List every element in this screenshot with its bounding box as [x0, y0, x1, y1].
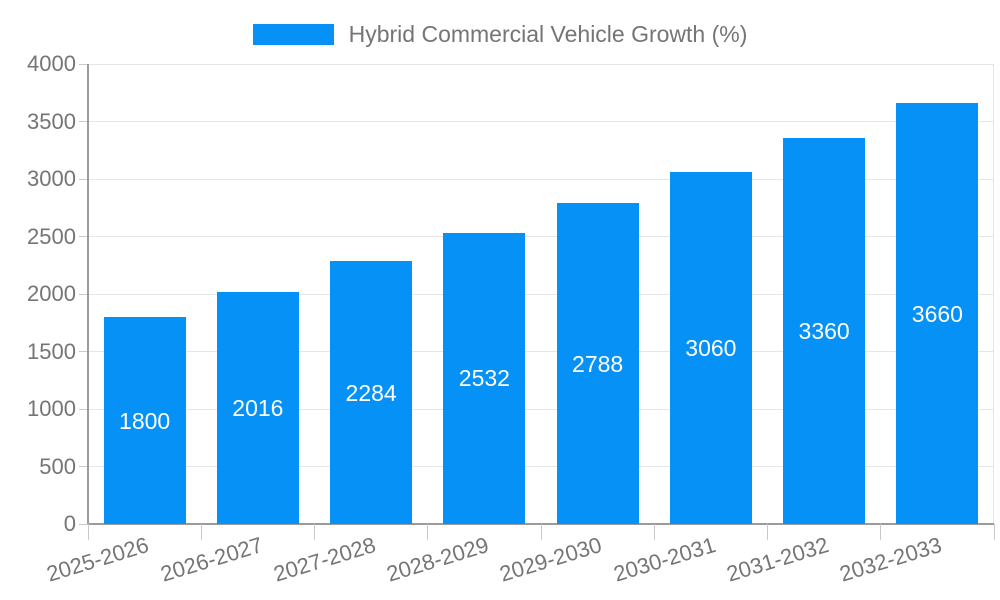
y-axis-tick — [79, 121, 88, 122]
gridline-y-3000 — [88, 178, 994, 180]
bar-2032-2033 — [896, 103, 979, 524]
bar-2025-2026 — [103, 317, 186, 524]
x-axis-tick-label: 2032-2033 — [836, 532, 945, 587]
y-axis-tick — [79, 236, 88, 237]
x-axis-tick-label: 2026-2027 — [157, 532, 266, 587]
bar-value-label: 1800 — [119, 407, 171, 434]
bar-2028-2029 — [443, 232, 526, 524]
x-axis-tick-label: 2027-2028 — [270, 532, 379, 587]
y-axis-tick — [79, 466, 88, 467]
y-axis-tick-label: 500 — [39, 453, 76, 479]
x-axis-tick-label: 2025-2026 — [44, 532, 152, 587]
gridline-y-1500 — [88, 351, 994, 352]
gridline-y-500 — [88, 466, 994, 467]
x-axis-tick — [314, 524, 315, 540]
plot-right-border — [993, 64, 994, 524]
y-axis-tick — [79, 351, 88, 352]
x-axis-tick-label: 2029-2030 — [497, 532, 605, 587]
x-axis-tick — [880, 524, 882, 540]
y-axis-tick-label: 4000 — [27, 51, 76, 76]
bar-value-label: 3060 — [685, 335, 737, 362]
chart-legend[interactable]: Hybrid Commercial Vehicle Growth (%) — [0, 21, 1000, 48]
legend-label: Hybrid Commercial Vehicle Growth (%) — [348, 21, 748, 47]
x-axis-tick — [200, 524, 202, 540]
x-axis-tick — [653, 524, 655, 540]
x-axis-tick — [540, 524, 542, 540]
y-axis-tick — [79, 178, 88, 180]
x-axis-tick — [767, 524, 768, 540]
bar-value-label: 2016 — [232, 395, 284, 422]
y-axis-tick-label: 3500 — [27, 108, 76, 134]
bar-2030-2031 — [669, 172, 752, 524]
x-axis-tick — [87, 524, 89, 540]
y-axis-tick — [79, 408, 88, 410]
bar-2029-2030 — [556, 203, 639, 524]
y-axis-line — [87, 64, 89, 524]
y-axis-tick-label: 0 — [63, 511, 76, 536]
bar-value-label: 2284 — [345, 379, 397, 406]
bar-value-label: 3360 — [798, 317, 850, 344]
bar-value-label: 3660 — [911, 300, 963, 327]
bar-2027-2028 — [330, 261, 413, 524]
bar-2026-2027 — [216, 292, 299, 524]
gridline-y-3500 — [88, 121, 994, 122]
y-axis-tick-label: 1000 — [27, 396, 76, 421]
y-axis-tick — [79, 293, 88, 295]
y-axis-tick-label: 2500 — [27, 223, 76, 249]
y-axis-tick-label: 2000 — [27, 281, 76, 306]
gridline-y-2500 — [88, 236, 994, 237]
y-axis-tick-label: 3000 — [27, 166, 76, 191]
bar-value-label: 2788 — [572, 350, 624, 377]
x-axis-tick — [993, 524, 995, 540]
x-axis-tick-label: 2030-2031 — [610, 532, 719, 587]
x-axis-line — [88, 523, 994, 525]
x-axis-tick-label: 2031-2032 — [723, 532, 832, 587]
gridline-y-1000 — [88, 408, 994, 410]
y-axis-tick-label: 1500 — [27, 338, 76, 364]
gridline-y-4000 — [88, 63, 994, 65]
x-axis-tick — [427, 524, 429, 540]
y-axis-tick — [79, 63, 88, 65]
bar-value-label: 2532 — [458, 365, 510, 392]
bar-2031-2032 — [783, 137, 866, 524]
y-axis-tick — [79, 523, 88, 525]
x-axis-tick-label: 2028-2029 — [383, 532, 492, 587]
gridline-y-2000 — [88, 293, 994, 295]
legend-swatch-icon — [252, 24, 334, 45]
